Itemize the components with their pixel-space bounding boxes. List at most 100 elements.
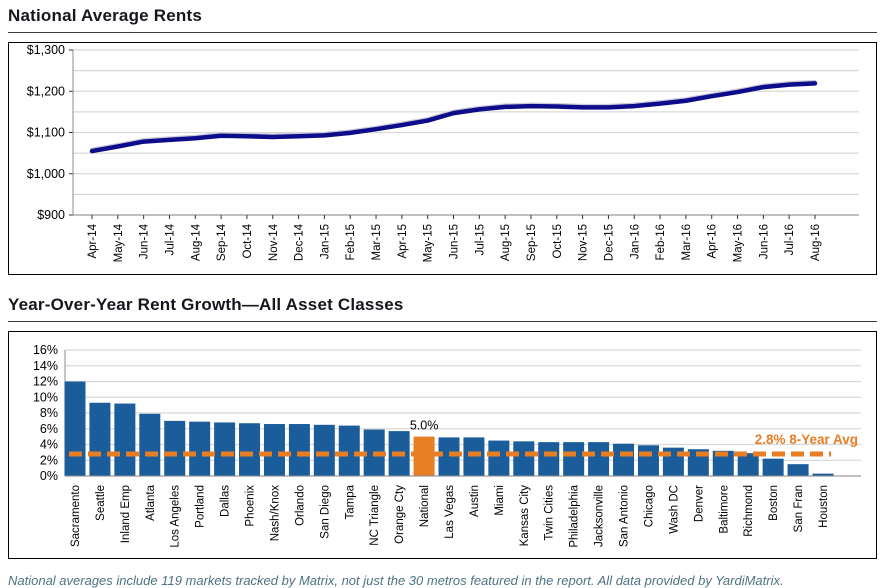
x-axis-label: Dec-15 <box>603 224 615 261</box>
y-axis-label: $1,200 <box>27 84 65 98</box>
bar-category-label: Wash DC <box>668 485 680 534</box>
x-axis-label: Dec-14 <box>294 223 306 261</box>
bar-category-label: Houston <box>818 485 830 528</box>
bar <box>89 402 111 476</box>
bar <box>812 473 834 476</box>
bar-category-label: Atlanta <box>145 484 157 520</box>
x-axis-label: Apr-15 <box>397 224 409 259</box>
bar-category-label: Los Angeles <box>170 485 182 548</box>
y-axis-label: 6% <box>40 422 58 436</box>
x-axis-label: Jun-16 <box>758 224 770 259</box>
bar-category-label: Jacksonville <box>594 485 606 547</box>
bar <box>613 443 635 476</box>
bar <box>488 440 510 476</box>
y-axis-label: $1,100 <box>27 126 65 140</box>
bar-category-label: Miami <box>494 485 506 516</box>
bar <box>288 424 310 476</box>
x-axis-label: Sep-14 <box>216 223 228 261</box>
national-value-label: 5.0% <box>410 419 439 433</box>
bar-category-label: Austin <box>469 485 481 517</box>
bar-category-label: Dallas <box>220 485 232 517</box>
bar <box>263 424 285 476</box>
bar-category-label: Philadelphia <box>569 484 581 547</box>
x-axis-label: Mar-16 <box>681 224 693 260</box>
bar-category-label: Las Vegas <box>444 485 456 539</box>
bar <box>563 442 585 476</box>
rents-line-chart: $900 $1,000 $1,100 $1,200 $1,300 Apr-14 May-14… <box>27 43 859 262</box>
bar-category-label: San Fran <box>793 485 805 532</box>
y-axis-label: 16% <box>33 343 58 357</box>
x-axis-label: Mar-15 <box>371 224 383 260</box>
bar-category-label: Orange Cty <box>394 485 406 544</box>
y-axis-label: 14% <box>33 359 58 373</box>
x-axis-label: May-16 <box>733 224 745 262</box>
bar <box>64 381 86 476</box>
bar <box>114 403 136 476</box>
bar-category-label: Phoenix <box>245 485 257 527</box>
bar <box>463 437 485 476</box>
x-axis-label: Apr-14 <box>87 223 99 258</box>
x-axis-label: Feb-16 <box>655 224 667 260</box>
y-axis-label: 2% <box>40 453 58 467</box>
bar-category-label: Portland <box>195 485 207 528</box>
rent-series-line <box>89 81 818 154</box>
bar-category-label: Baltimore <box>718 485 730 534</box>
growth-bar-chart: 0% 2%4% 6% 8% 10%12% 14% 16% Sacramento Seattle I… <box>33 343 861 548</box>
y-axis-label: 0% <box>40 469 58 483</box>
bar-category-label: Richmond <box>743 485 755 537</box>
x-axis-label: Feb-15 <box>345 224 357 260</box>
bar-category-label: Chicago <box>643 485 655 527</box>
x-axis-label: Sep-15 <box>526 224 538 261</box>
x-axis-label: Nov-15 <box>578 224 590 261</box>
y-axis-label: 10% <box>33 390 58 404</box>
bar <box>438 437 460 476</box>
bar <box>787 464 809 476</box>
y-axis-label: $1,000 <box>27 167 65 181</box>
bar-category-label: Inland Emp <box>120 485 132 543</box>
y-axis-label: $900 <box>37 208 65 222</box>
bar <box>712 450 734 476</box>
bar-category-label: Boston <box>768 485 780 521</box>
x-axis-label: Jan-15 <box>319 224 331 259</box>
bar <box>189 421 211 476</box>
x-axis-label: Jan-16 <box>629 224 641 259</box>
bar <box>139 413 161 476</box>
x-axis-label: Jun-14 <box>139 223 151 259</box>
bar <box>737 453 759 476</box>
bar <box>214 422 236 476</box>
growth-chart-box: 0% 2% 4% 6% 8% 10% 12% 14% 16% Sacramento Seattle I… <box>8 331 877 559</box>
bar-national-highlight <box>413 436 435 476</box>
bar <box>338 425 360 476</box>
avg-reference-label: 2.8% 8-Year Avg <box>755 432 858 447</box>
bar-category-label: Nash/Knox <box>269 485 281 542</box>
bar-category-label: Tampa <box>344 484 356 519</box>
x-axis-label: Nov-14 <box>268 223 280 261</box>
x-axis-label: Jul-15 <box>474 224 486 255</box>
x-axis-label: Aug-16 <box>810 224 822 261</box>
bar <box>513 441 535 476</box>
rents-chart-box: $900 $1,000 $1,100 $1,200 $1,300 Apr-14 May-14… <box>8 42 877 275</box>
bar-category-label: Sacramento <box>70 485 82 547</box>
x-axis-label: Jul-14 <box>164 223 176 255</box>
y-axis-label: $1,300 <box>27 43 65 57</box>
growth-chart-title: Year-Over-Year Rent Growth—All Asset Cla… <box>8 295 877 322</box>
x-axis-label: Aug-14 <box>190 223 202 261</box>
bar <box>637 445 659 476</box>
bar <box>313 424 335 476</box>
bar <box>762 458 784 476</box>
y-axis-label: 4% <box>40 438 58 452</box>
bar <box>164 420 186 476</box>
x-axis-label: Aug-15 <box>500 224 512 261</box>
x-axis-label: May-14 <box>113 223 125 262</box>
y-axis-label: 8% <box>40 406 58 420</box>
bar-category-label: National <box>419 485 431 527</box>
bar <box>588 442 610 476</box>
bar <box>538 442 560 476</box>
x-axis-label: Oct-14 <box>242 223 254 258</box>
rents-section: National Average Rents $900 $1,000 $1,100 $… <box>8 6 877 275</box>
x-axis-label: May-15 <box>423 224 435 262</box>
rents-chart-title: National Average Rents <box>8 6 877 33</box>
bar-category-label: San Antonio <box>619 485 631 547</box>
bar-category-label: San Diego <box>319 485 331 539</box>
